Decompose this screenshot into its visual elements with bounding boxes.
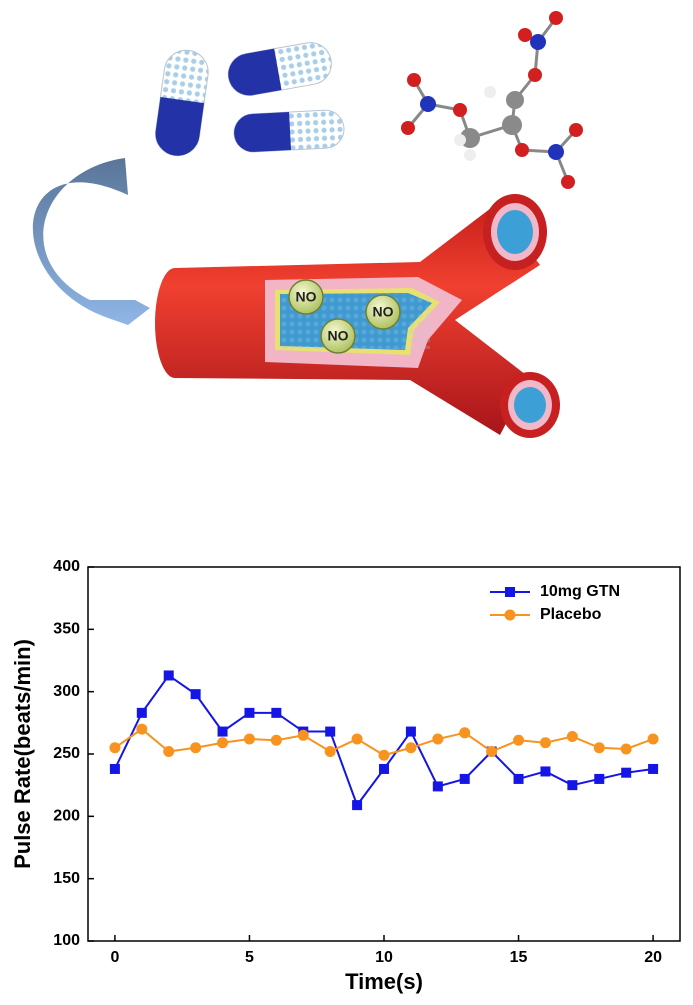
marker (593, 742, 605, 754)
no-bubble (320, 318, 356, 354)
x-axis-label: Time(s) (345, 969, 423, 994)
marker (379, 763, 389, 774)
x-tick-label: 10 (375, 949, 393, 966)
y-tick-label: 100 (53, 932, 80, 949)
marker (352, 800, 363, 811)
y-tick-label: 300 (53, 683, 80, 700)
arrow (32, 158, 150, 325)
y-tick-label: 400 (53, 558, 80, 575)
no-label: NO (373, 304, 394, 320)
x-tick-label: 15 (510, 949, 528, 966)
marker (136, 723, 148, 735)
marker (109, 763, 120, 774)
marker (244, 707, 255, 718)
capsules (155, 42, 345, 157)
marker (325, 726, 336, 737)
marker (486, 746, 498, 758)
marker (513, 773, 524, 784)
marker (405, 742, 417, 754)
y-tick-label: 350 (53, 621, 80, 638)
marker (621, 767, 632, 778)
marker (243, 733, 255, 745)
marker (270, 734, 282, 746)
legend-label: Placebo (540, 606, 602, 623)
marker (405, 726, 416, 737)
marker (297, 729, 309, 741)
marker (594, 773, 605, 784)
legend-label: 10mg GTN (540, 583, 620, 600)
marker (136, 707, 147, 718)
no-bubble (365, 294, 401, 330)
marker (163, 746, 175, 758)
marker (217, 737, 229, 749)
marker (459, 727, 471, 739)
legend-marker (505, 587, 515, 597)
marker (540, 766, 551, 777)
y-tick-label: 150 (53, 870, 80, 887)
x-tick-label: 5 (245, 949, 254, 966)
y-tick-label: 250 (53, 745, 80, 762)
marker (190, 742, 202, 754)
marker (271, 707, 282, 718)
legend-marker (504, 609, 516, 621)
y-tick-label: 200 (53, 808, 80, 825)
marker (539, 737, 551, 749)
x-tick-label: 0 (110, 949, 119, 966)
molecule (401, 11, 583, 189)
marker (566, 731, 578, 743)
marker (324, 746, 336, 758)
marker (351, 733, 363, 745)
marker (620, 743, 632, 755)
marker (217, 726, 228, 737)
marker (432, 733, 444, 745)
marker (190, 689, 201, 700)
marker (567, 780, 578, 791)
marker (647, 733, 659, 745)
no-bubble (288, 279, 324, 315)
marker (648, 763, 659, 774)
y-axis-label: Pulse Rate(beats/min) (10, 639, 35, 869)
marker (459, 773, 470, 784)
no-label: NO (296, 289, 317, 305)
marker (163, 670, 174, 681)
marker (109, 742, 121, 754)
no-label: NO (328, 328, 349, 344)
marker (513, 734, 525, 746)
blood-vessel (155, 194, 560, 438)
illustration (32, 11, 583, 438)
marker (432, 781, 443, 792)
marker (378, 749, 390, 761)
x-tick-label: 20 (644, 949, 662, 966)
